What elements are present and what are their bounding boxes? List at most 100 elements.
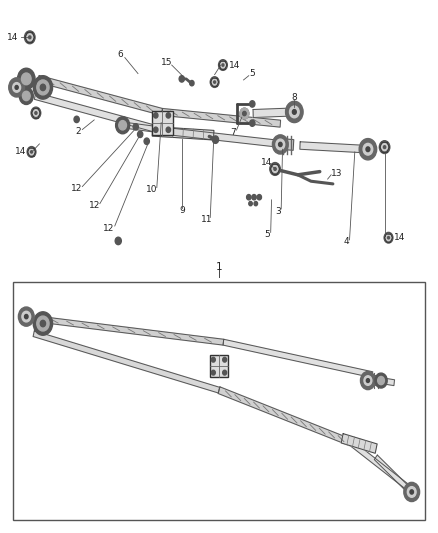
Polygon shape (33, 331, 219, 393)
Circle shape (272, 165, 278, 173)
Circle shape (190, 80, 194, 86)
Circle shape (384, 232, 393, 243)
Text: 8: 8 (291, 93, 297, 102)
Circle shape (359, 139, 377, 160)
Circle shape (378, 376, 385, 385)
Circle shape (221, 62, 225, 68)
FancyBboxPatch shape (152, 110, 173, 134)
Text: 5: 5 (249, 69, 255, 78)
Text: 6: 6 (117, 51, 124, 59)
Circle shape (29, 149, 34, 155)
Circle shape (274, 167, 276, 171)
Circle shape (364, 376, 372, 385)
Circle shape (388, 237, 389, 239)
Circle shape (381, 143, 388, 151)
Polygon shape (280, 139, 294, 150)
Circle shape (272, 135, 288, 154)
Circle shape (410, 490, 413, 494)
Circle shape (22, 91, 30, 101)
Circle shape (13, 83, 21, 92)
Circle shape (212, 357, 215, 362)
Polygon shape (374, 455, 408, 490)
Text: 10: 10 (146, 185, 157, 194)
Circle shape (22, 311, 31, 322)
Text: 12: 12 (103, 224, 114, 232)
Circle shape (249, 201, 252, 206)
Polygon shape (129, 123, 154, 132)
Circle shape (252, 195, 256, 200)
Circle shape (37, 80, 49, 95)
Circle shape (37, 316, 49, 331)
Circle shape (40, 84, 46, 91)
Text: 14: 14 (394, 233, 405, 242)
Polygon shape (349, 440, 413, 493)
Circle shape (19, 87, 33, 104)
Circle shape (27, 147, 36, 157)
Circle shape (254, 201, 258, 206)
Circle shape (386, 235, 391, 241)
Polygon shape (39, 317, 224, 345)
Polygon shape (162, 109, 281, 127)
Circle shape (15, 85, 18, 90)
Circle shape (366, 378, 370, 383)
Circle shape (223, 370, 226, 375)
Text: 14: 14 (14, 148, 26, 156)
Circle shape (404, 482, 420, 502)
Circle shape (33, 76, 53, 99)
Circle shape (222, 64, 224, 66)
Circle shape (375, 373, 387, 388)
Polygon shape (218, 387, 351, 446)
Circle shape (18, 68, 35, 90)
Polygon shape (381, 378, 395, 385)
Text: 14: 14 (261, 158, 272, 167)
Circle shape (286, 101, 303, 123)
Circle shape (40, 320, 46, 327)
Circle shape (154, 112, 158, 118)
Text: 14: 14 (7, 33, 18, 42)
FancyBboxPatch shape (209, 356, 229, 377)
Text: 12: 12 (71, 184, 82, 193)
Polygon shape (223, 340, 373, 377)
Circle shape (219, 60, 227, 70)
Polygon shape (35, 93, 162, 134)
Text: 9: 9 (179, 206, 185, 214)
Circle shape (270, 163, 280, 175)
Circle shape (279, 142, 282, 147)
Circle shape (33, 312, 53, 335)
Circle shape (166, 112, 170, 118)
Bar (13, 282, 425, 520)
Circle shape (250, 101, 255, 107)
Circle shape (28, 36, 31, 39)
Circle shape (74, 116, 79, 123)
Circle shape (210, 77, 219, 87)
Circle shape (25, 314, 28, 319)
Circle shape (133, 124, 138, 130)
Circle shape (119, 120, 127, 130)
Text: 7: 7 (230, 128, 236, 136)
Text: 15: 15 (161, 59, 172, 67)
Circle shape (214, 81, 215, 83)
Circle shape (276, 139, 285, 150)
Circle shape (31, 107, 41, 119)
Text: 2: 2 (75, 127, 81, 136)
Circle shape (379, 141, 390, 154)
Circle shape (293, 110, 296, 114)
Text: 3: 3 (275, 207, 281, 215)
Circle shape (138, 131, 143, 138)
Polygon shape (38, 76, 162, 115)
Circle shape (212, 136, 219, 143)
Circle shape (366, 147, 370, 151)
Circle shape (407, 487, 416, 497)
Text: 12: 12 (88, 201, 100, 210)
Circle shape (31, 151, 32, 153)
Circle shape (243, 111, 246, 116)
Circle shape (247, 195, 251, 200)
Circle shape (250, 120, 255, 126)
Text: 5: 5 (264, 230, 270, 239)
Circle shape (9, 78, 25, 97)
Text: 14: 14 (229, 61, 240, 69)
Circle shape (144, 138, 149, 144)
Text: 13: 13 (331, 169, 342, 178)
Circle shape (257, 195, 261, 200)
Polygon shape (253, 108, 294, 117)
